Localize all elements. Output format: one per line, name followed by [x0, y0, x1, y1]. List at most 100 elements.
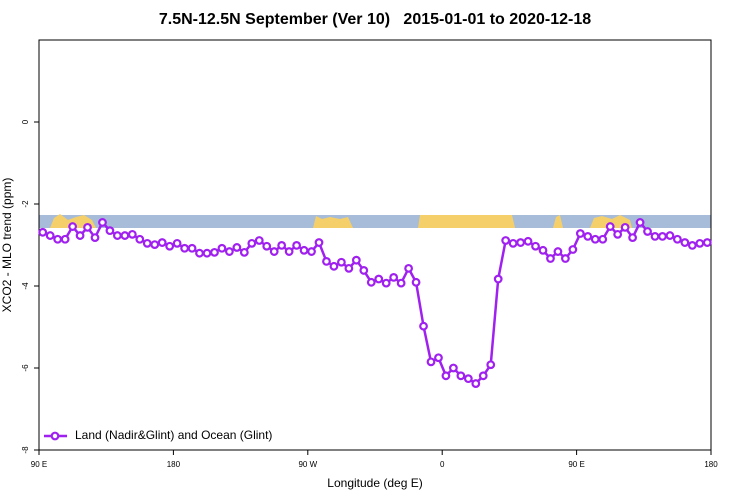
y-tick-label: -2 — [21, 200, 30, 208]
data-point — [284, 247, 294, 256]
chart-title: 7.5N-12.5N September (Ver 10) 2015-01-01… — [159, 11, 591, 28]
land-patch — [590, 215, 632, 228]
data-point — [426, 357, 436, 367]
data-point — [83, 222, 92, 232]
data-point — [299, 245, 309, 255]
data-point — [449, 363, 458, 373]
data-point — [583, 231, 593, 241]
data-point — [374, 274, 384, 284]
y-tick-label: -6 — [21, 364, 30, 372]
data-point — [277, 241, 287, 250]
data-point — [344, 263, 354, 273]
data-point — [202, 248, 212, 258]
data-point — [553, 247, 563, 256]
data-point — [120, 231, 130, 240]
x-tick-label: 0 — [440, 460, 445, 469]
data-point — [635, 218, 645, 227]
x-tick-label: 90 W — [298, 460, 317, 469]
data-point — [75, 231, 85, 240]
ocean-strip — [39, 215, 711, 228]
data-point — [665, 231, 675, 240]
data-point — [673, 234, 682, 244]
data-point — [463, 374, 473, 384]
data-point — [60, 234, 70, 244]
data-point — [471, 379, 481, 388]
data-point — [493, 274, 503, 284]
data-point — [142, 238, 152, 248]
data-point — [210, 247, 219, 257]
data-point — [531, 241, 540, 251]
x-tick-label: 90 E — [31, 460, 47, 469]
data-point — [195, 248, 204, 258]
data-point — [269, 247, 279, 256]
land-mask — [39, 214, 711, 228]
y-axis-label: XCO2 - MLO trend (ppm) — [0, 178, 14, 313]
data-point — [381, 278, 391, 288]
data-point — [456, 371, 466, 381]
data-point — [441, 371, 451, 381]
data-point — [478, 371, 488, 381]
data-point — [329, 261, 339, 271]
data-point — [366, 277, 376, 287]
data-point — [650, 231, 660, 241]
data-point — [68, 222, 77, 231]
plot-frame — [38, 39, 712, 451]
data-point — [575, 229, 585, 238]
data-point — [658, 231, 667, 241]
data-point — [561, 254, 570, 263]
data-point — [538, 245, 548, 255]
data-point — [680, 238, 690, 247]
x-tick-label: 180 — [167, 460, 181, 469]
data-point — [434, 353, 443, 363]
x-tick-label: 90 E — [568, 460, 584, 469]
data-point — [396, 278, 406, 288]
data-point — [105, 226, 115, 236]
data-point — [127, 229, 137, 239]
data-point — [112, 231, 122, 240]
data-point — [702, 238, 712, 247]
series-line — [42, 220, 708, 386]
data-point — [135, 234, 145, 244]
data-point — [165, 241, 175, 251]
data-point — [314, 238, 324, 247]
data-point — [411, 277, 421, 287]
data-point — [695, 238, 705, 248]
data-point — [262, 241, 272, 251]
land-patch — [313, 216, 353, 228]
data-point — [643, 227, 652, 236]
data-point — [419, 321, 428, 331]
data-point — [322, 257, 331, 266]
data-point — [605, 222, 615, 231]
data-point — [613, 229, 623, 239]
data-point — [90, 233, 100, 243]
data-point — [232, 243, 242, 252]
legend-marker — [50, 431, 60, 441]
data-point — [98, 218, 107, 227]
data-point — [359, 266, 369, 275]
x-tick-label: 180 — [704, 460, 718, 469]
data-point — [157, 238, 167, 247]
data-point — [389, 272, 399, 282]
data-point — [180, 243, 190, 253]
data-point — [38, 227, 48, 237]
data-point — [523, 236, 533, 246]
data-point — [172, 238, 182, 248]
data-point — [568, 245, 578, 254]
data-point — [598, 234, 608, 244]
data-point — [150, 240, 160, 249]
data-point — [486, 360, 496, 370]
land-patch — [418, 215, 515, 228]
data-point — [292, 241, 302, 250]
data-point — [224, 247, 234, 256]
y-tick-label: -4 — [21, 282, 30, 290]
data-point — [337, 257, 346, 267]
data-point — [254, 236, 264, 245]
data-point — [508, 238, 518, 248]
data-point — [546, 254, 555, 263]
land-patch — [553, 215, 563, 228]
data-point — [53, 234, 63, 244]
data-point — [247, 238, 257, 248]
data-point — [404, 263, 414, 273]
data-point — [620, 222, 630, 232]
